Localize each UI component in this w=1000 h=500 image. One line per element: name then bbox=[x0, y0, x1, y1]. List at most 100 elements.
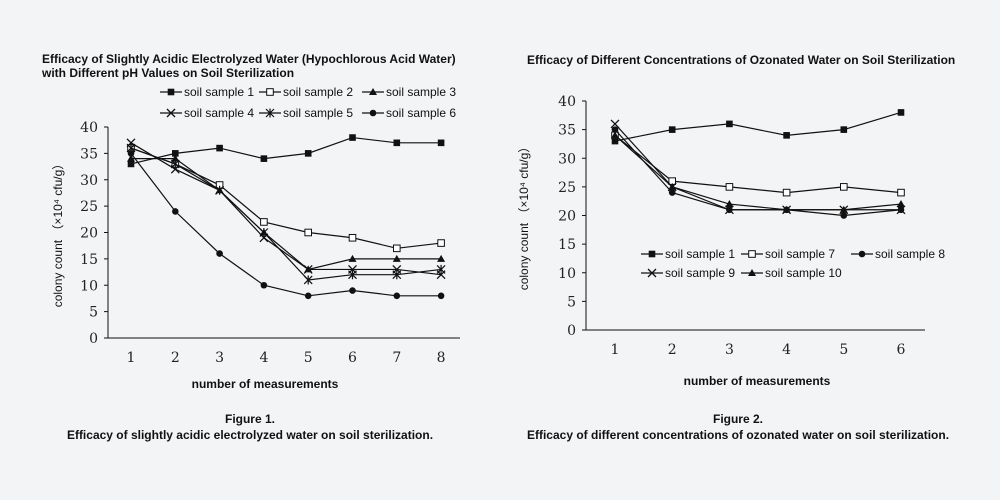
data-point-soil-sample-6 bbox=[216, 250, 223, 257]
x-tick-label: 6 bbox=[897, 342, 906, 358]
data-point-soil-sample-1 bbox=[127, 160, 135, 168]
legend-label-soil-sample-10: soil sample 10 bbox=[765, 266, 842, 280]
data-point-soil-sample-1 bbox=[840, 126, 848, 133]
data-point-soil-sample-7 bbox=[897, 188, 905, 197]
data-point-soil-sample-5 bbox=[303, 275, 313, 285]
y-tick-label: 40 bbox=[80, 120, 98, 136]
x-tick-label: 6 bbox=[348, 350, 357, 366]
x-axis-label: number of measurements bbox=[684, 374, 831, 388]
data-point-soil-sample-10 bbox=[782, 205, 791, 213]
data-point-soil-sample-1 bbox=[611, 137, 619, 145]
data-point-soil-sample-3 bbox=[392, 254, 401, 262]
y-tick-label: 35 bbox=[80, 146, 98, 162]
y-tick-label: 0 bbox=[567, 323, 576, 339]
data-point-soil-sample-9 bbox=[896, 205, 906, 215]
x-tick-label: 1 bbox=[611, 342, 620, 358]
y-tick-label: 10 bbox=[558, 266, 576, 282]
legend-marker bbox=[265, 108, 275, 118]
data-point-soil-sample-7 bbox=[840, 183, 848, 191]
data-point-soil-sample-6 bbox=[260, 281, 268, 289]
legend-marker bbox=[369, 88, 377, 95]
y-tick-label: 25 bbox=[80, 199, 98, 215]
figure-1-caption: Figure 1. Efficacy of slightly acidic el… bbox=[0, 411, 500, 443]
x-tick-label: 3 bbox=[725, 342, 734, 358]
legend-marker bbox=[648, 250, 656, 258]
data-point-soil-sample-7 bbox=[782, 188, 791, 197]
series-line-soil-sample-2 bbox=[130, 147, 442, 249]
data-point-soil-sample-5 bbox=[170, 159, 180, 169]
x-tick-label: 8 bbox=[437, 350, 446, 366]
x-tick-label: 4 bbox=[782, 342, 791, 358]
legend-marker bbox=[266, 88, 274, 96]
chart-2-plot: 0 5 10 15 20 25 30 35 40 1 2 3 4 5 6 number of measurem… bbox=[517, 94, 945, 388]
x-axis-label: number of measurements bbox=[192, 377, 339, 391]
data-point-soil-sample-1 bbox=[260, 155, 268, 162]
data-point-soil-sample-1 bbox=[349, 134, 356, 141]
legend-label-soil-sample-6: soil sample 6 bbox=[386, 106, 456, 120]
legend-label-soil-sample-4: soil sample 4 bbox=[184, 106, 254, 120]
data-point-soil-sample-1 bbox=[216, 144, 223, 152]
y-tick-label: 20 bbox=[558, 209, 576, 225]
series-line-soil-sample-10 bbox=[614, 134, 902, 211]
data-point-soil-sample-5 bbox=[392, 270, 402, 280]
legend-label-soil-sample-1: soil sample 1 bbox=[184, 85, 254, 99]
legend-marker bbox=[167, 88, 175, 96]
data-point-soil-sample-3 bbox=[171, 154, 180, 162]
data-point-soil-sample-8 bbox=[840, 212, 848, 219]
figure-2-caption: Figure 2. Efficacy of different concentr… bbox=[488, 411, 988, 443]
series-line-soil-sample-3 bbox=[131, 158, 442, 271]
data-point-soil-sample-1 bbox=[437, 139, 445, 147]
data-point-soil-sample-6 bbox=[172, 208, 179, 215]
data-point-soil-sample-9 bbox=[610, 119, 620, 129]
data-point-soil-sample-10 bbox=[668, 182, 677, 190]
data-point-soil-sample-5 bbox=[215, 185, 225, 195]
x-tick-label: 4 bbox=[259, 350, 268, 366]
data-point-soil-sample-1 bbox=[897, 109, 905, 116]
data-point-soil-sample-8 bbox=[668, 189, 676, 196]
data-point-soil-sample-5 bbox=[259, 228, 269, 237]
legend-label-soil-sample-7: soil sample 7 bbox=[765, 247, 835, 261]
y-tick-label: 40 bbox=[558, 94, 576, 110]
series-line-soil-sample-9 bbox=[614, 123, 901, 211]
data-point-soil-sample-6 bbox=[349, 287, 356, 294]
data-point-soil-sample-1 bbox=[726, 120, 733, 128]
y-axis-label: colony count （×10⁴ cfu/g） bbox=[51, 158, 65, 308]
legend-label-soil-sample-2: soil sample 2 bbox=[283, 85, 353, 99]
figure-1-panel: Efficacy of Slightly Acidic Electrolyzed… bbox=[0, 52, 500, 443]
data-point-soil-sample-2 bbox=[260, 218, 268, 226]
x-tick-label: 7 bbox=[392, 350, 401, 366]
figure-2-caption-line2: Efficacy of different concentrations of … bbox=[526, 428, 950, 442]
data-point-soil-sample-6 bbox=[393, 292, 401, 300]
chart-2-title: Efficacy of Different Concentrations of … bbox=[527, 53, 997, 67]
series-line-soil-sample-7 bbox=[614, 134, 902, 194]
y-tick-label: 10 bbox=[80, 278, 98, 294]
data-point-soil-sample-3 bbox=[127, 154, 135, 162]
y-tick-label: 25 bbox=[558, 180, 576, 196]
series-line-soil-sample-1 bbox=[130, 136, 442, 165]
data-point-soil-sample-1 bbox=[668, 126, 676, 133]
data-point-soil-sample-5 bbox=[348, 270, 357, 280]
figure-2-caption-line1: Figure 2. bbox=[712, 412, 763, 426]
series-line-soil-sample-8 bbox=[614, 129, 902, 217]
series-line-soil-sample-5 bbox=[130, 147, 442, 281]
legend-label-soil-sample-5: soil sample 5 bbox=[283, 106, 353, 120]
data-point-soil-sample-6 bbox=[437, 292, 445, 300]
figure-1-caption-line2: Efficacy of slightly acidic electrolyzed… bbox=[66, 428, 434, 442]
legend-label-soil-sample-8: soil sample 8 bbox=[875, 247, 945, 261]
legend-marker bbox=[858, 250, 866, 258]
data-point-soil-sample-2 bbox=[304, 228, 312, 237]
chart-1-title: Efficacy of Slightly Acidic Electrolyzed… bbox=[42, 52, 492, 80]
series-line-soil-sample-6 bbox=[130, 153, 442, 297]
data-point-soil-sample-10 bbox=[725, 200, 734, 208]
y-tick-label: 30 bbox=[558, 151, 576, 167]
figure-2-panel: Efficacy of Different Concentrations of … bbox=[500, 0, 1000, 500]
data-point-soil-sample-1 bbox=[783, 132, 790, 139]
x-tick-label: 5 bbox=[839, 342, 848, 358]
y-tick-label: 15 bbox=[80, 252, 98, 268]
legend-label-soil-sample-1: soil sample 1 bbox=[665, 247, 735, 261]
x-tick-label: 3 bbox=[215, 350, 224, 366]
data-point-soil-sample-10 bbox=[611, 131, 619, 139]
chart-1-title-line1: Efficacy of Slightly Acidic Electrolyzed… bbox=[42, 52, 456, 66]
chart-2-title-line1: Efficacy of Different Concentrations of … bbox=[527, 53, 956, 67]
y-tick-label: 35 bbox=[558, 123, 576, 139]
